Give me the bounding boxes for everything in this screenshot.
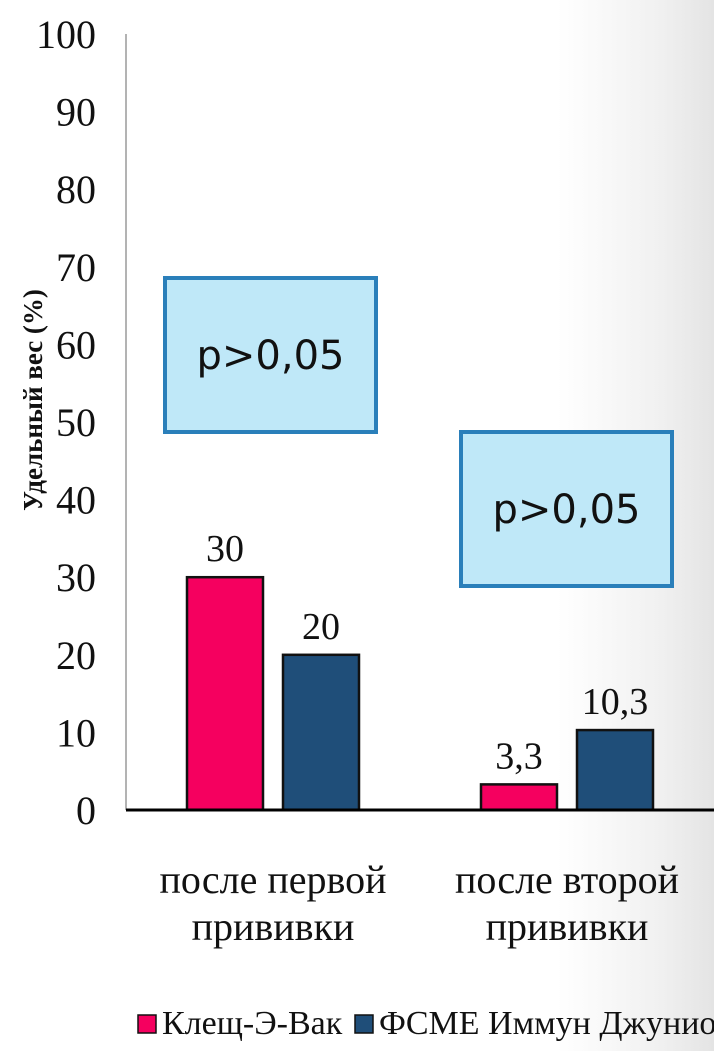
legend-label: ФСМЕ Иммун Джуниор bbox=[379, 1005, 714, 1042]
y-tick-label: 40 bbox=[56, 478, 96, 523]
y-tick-label: 50 bbox=[56, 400, 96, 445]
p-value-text: p>0,05 bbox=[197, 333, 345, 379]
data-labels: 30 20 3,3 10,3 bbox=[206, 528, 648, 777]
data-label: 10,3 bbox=[582, 681, 649, 723]
category-label-line1: после второй bbox=[455, 857, 679, 902]
y-tick-label: 0 bbox=[76, 788, 96, 833]
p-value-box bbox=[163, 276, 378, 434]
category-label-line1: после первой bbox=[159, 857, 386, 902]
annotations: p>0,05 p>0,05 bbox=[163, 276, 674, 588]
y-tick-label: 90 bbox=[56, 90, 96, 135]
y-tick-label: 80 bbox=[56, 167, 96, 212]
legend-swatch bbox=[354, 1014, 374, 1034]
y-tick-label: 70 bbox=[56, 245, 96, 290]
y-tick-label: 30 bbox=[56, 555, 96, 600]
bars bbox=[185, 575, 655, 812]
bar bbox=[281, 653, 361, 812]
y-tick-label: 100 bbox=[36, 12, 96, 57]
bar bbox=[575, 728, 655, 812]
p-value-text: p>0,05 bbox=[493, 487, 641, 533]
y-tick-label: 10 bbox=[56, 710, 96, 755]
bar bbox=[479, 783, 559, 812]
y-axis-label: Удельный вес (%) bbox=[18, 289, 48, 511]
data-label: 3,3 bbox=[495, 735, 543, 777]
data-label: 30 bbox=[206, 528, 244, 570]
y-tick-label: 20 bbox=[56, 633, 96, 678]
category-label-line2: прививки bbox=[486, 904, 649, 949]
legend: Клещ-Э-Вак ФСМЕ Иммун Джуниор bbox=[137, 1005, 714, 1042]
legend-label: Клещ-Э-Вак bbox=[162, 1005, 343, 1042]
legend-swatch bbox=[137, 1014, 157, 1034]
bar bbox=[185, 575, 265, 812]
y-tick-label: 60 bbox=[56, 322, 96, 367]
y-axis: 0 10 20 30 40 50 60 70 80 90 100 bbox=[36, 12, 127, 833]
category-label-line2: прививки bbox=[192, 904, 355, 949]
p-value-box bbox=[459, 430, 674, 588]
data-label: 20 bbox=[302, 606, 340, 648]
